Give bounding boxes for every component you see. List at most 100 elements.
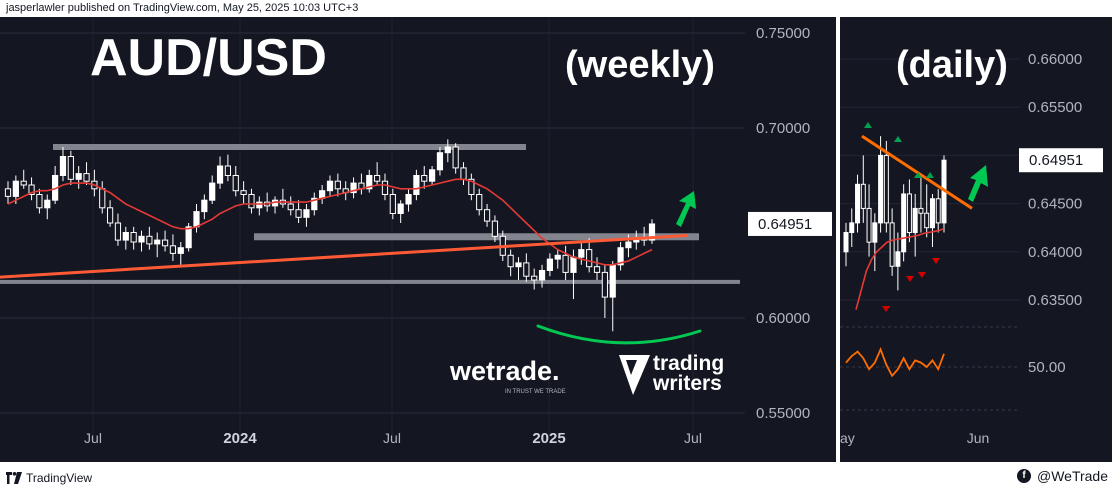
facebook-icon: f bbox=[1016, 469, 1031, 483]
weekly-candle-body bbox=[397, 203, 404, 214]
weekly-candle-body bbox=[421, 175, 428, 182]
weekly-candle-body bbox=[36, 194, 43, 209]
daily-candle-body bbox=[860, 183, 866, 209]
weekly-candle-body bbox=[538, 270, 546, 281]
weekly-candle-body bbox=[20, 180, 27, 186]
weekly-candle-body bbox=[413, 175, 420, 195]
weekly-candle-body bbox=[507, 254, 514, 268]
weekly-candle-body bbox=[193, 211, 200, 228]
daily-candle-body bbox=[901, 193, 907, 253]
weekly-y-tick-label: 0.55000 bbox=[756, 405, 810, 422]
daily-y-tick-label: 0.64500 bbox=[1028, 196, 1082, 213]
daily-last-price-tag bbox=[1019, 148, 1103, 173]
weekly-candle-body bbox=[436, 152, 444, 171]
weekly-candle-body bbox=[578, 249, 585, 258]
buy-signal-marker-icon bbox=[926, 172, 934, 178]
sell-signal-marker-icon bbox=[906, 276, 914, 282]
weekly-candle-body bbox=[99, 188, 106, 209]
daily-candle-body bbox=[895, 251, 901, 267]
daily-y-tick-label: 0.66000 bbox=[1028, 51, 1082, 68]
weekly-candle-body bbox=[625, 241, 632, 249]
chart-title: AUD/USD bbox=[90, 29, 327, 87]
weekly-candle-body bbox=[248, 194, 255, 209]
trading-writers-logo-line2: writers bbox=[652, 372, 722, 395]
daily-candle-body bbox=[906, 193, 912, 234]
daily-chart[interactable]: 0.66000 0.65500 0.64500 0.64000 0.63500 50.00… bbox=[840, 17, 1112, 462]
support-zone bbox=[254, 233, 699, 241]
sell-signal-marker-icon bbox=[932, 258, 940, 264]
weekly-candle-body bbox=[468, 178, 475, 196]
publisher-caption: jasperlawler published on TradingView.co… bbox=[6, 2, 359, 14]
weekly-candle-body bbox=[114, 222, 122, 241]
weekly-candle-body bbox=[554, 254, 561, 260]
daily-y-tick-label: 0.65500 bbox=[1028, 99, 1082, 116]
daily-y-tick-label: 0.63500 bbox=[1028, 292, 1082, 309]
panel-divider bbox=[836, 17, 840, 462]
weekly-x-tick-label: Jul bbox=[684, 430, 702, 446]
weekly-chart[interactable]: 0.75000 0.70000 0.60000 0.55000 0.64951 Jul 20… bbox=[0, 17, 836, 462]
weekly-candle-body bbox=[452, 146, 459, 169]
weekly-candle-body bbox=[334, 180, 341, 190]
weekly-candle-body bbox=[122, 232, 129, 241]
weekly-candle-body bbox=[609, 264, 616, 298]
weekly-candle-body bbox=[216, 165, 224, 184]
daily-candles bbox=[843, 136, 947, 291]
daily-candle-body bbox=[929, 198, 935, 229]
weekly-candle-body bbox=[523, 262, 530, 277]
weekly-x-tick-label: Jul bbox=[383, 430, 401, 446]
weekly-y-tick-label: 0.75000 bbox=[756, 25, 810, 42]
weekly-candle-body bbox=[146, 235, 153, 245]
wetrade-logo: wetrade. bbox=[449, 356, 560, 386]
trading-writers-logo-icon bbox=[619, 355, 650, 395]
daily-candle-body bbox=[849, 222, 855, 234]
weekly-candle-body bbox=[130, 232, 137, 243]
weekly-candle-body bbox=[185, 226, 192, 249]
weekly-candle-body bbox=[428, 169, 436, 182]
weekly-candle-body bbox=[586, 249, 593, 268]
social-handle-label: @WeTrade bbox=[1036, 468, 1108, 484]
weekly-candle-body bbox=[83, 173, 90, 182]
buy-signal-marker-icon bbox=[864, 122, 872, 128]
footer-bar: TradingView f @WeTrade bbox=[0, 466, 1116, 486]
daily-candle-body bbox=[883, 154, 889, 224]
bullish-arrow-icon bbox=[676, 191, 696, 227]
weekly-candle-body bbox=[232, 175, 239, 192]
weekly-candle-body bbox=[59, 156, 67, 176]
weekly-candle-body bbox=[381, 180, 389, 195]
weekly-candle-body bbox=[303, 209, 310, 218]
descending-trendline bbox=[861, 134, 973, 210]
weekly-moving-average-line bbox=[7, 178, 653, 266]
buy-signal-marker-icon bbox=[894, 136, 902, 142]
daily-candle-body bbox=[924, 212, 930, 229]
weekly-candle-body bbox=[601, 271, 608, 298]
weekly-y-tick-label: 0.70000 bbox=[756, 120, 810, 137]
tradingview-logo-icon bbox=[6, 472, 22, 484]
weekly-candle-body bbox=[295, 209, 302, 218]
social-handle[interactable]: f @WeTrade bbox=[1016, 466, 1108, 486]
weekly-x-tick-label: Jul bbox=[84, 430, 102, 446]
weekly-candle-body bbox=[405, 194, 412, 205]
weekly-candle-body bbox=[648, 223, 656, 241]
weekly-candle-body bbox=[67, 156, 74, 180]
weekly-candle-body bbox=[350, 182, 357, 194]
weekly-candle-body bbox=[515, 262, 522, 268]
weekly-candles bbox=[4, 139, 656, 332]
weekly-candle-body bbox=[154, 239, 161, 245]
daily-candle-body bbox=[935, 198, 941, 224]
weekly-candle-body bbox=[4, 188, 12, 197]
tradingview-brand[interactable]: TradingView bbox=[6, 468, 92, 488]
weekly-candle-body bbox=[593, 266, 601, 273]
weekly-candle-body bbox=[161, 239, 169, 247]
sell-signal-marker-icon bbox=[918, 272, 926, 278]
weekly-candle-body bbox=[201, 199, 208, 213]
resistance-zone bbox=[53, 144, 526, 150]
weekly-candle-body bbox=[546, 258, 554, 272]
rsi-tick-label: 50.00 bbox=[1028, 359, 1066, 376]
daily-x-tick-label: Jun bbox=[967, 430, 990, 446]
weekly-candle-body bbox=[476, 194, 483, 211]
weekly-chart-panel[interactable]: 0.75000 0.70000 0.60000 0.55000 0.64951 Jul 20… bbox=[0, 17, 836, 462]
wetrade-tagline: IN TRUST WE TRADE bbox=[505, 389, 566, 395]
daily-candle-body bbox=[866, 207, 872, 243]
daily-chart-panel[interactable]: 0.66000 0.65500 0.64500 0.64000 0.63500 50.00… bbox=[840, 17, 1112, 462]
weekly-x-tick-label: 2025 bbox=[532, 430, 565, 447]
